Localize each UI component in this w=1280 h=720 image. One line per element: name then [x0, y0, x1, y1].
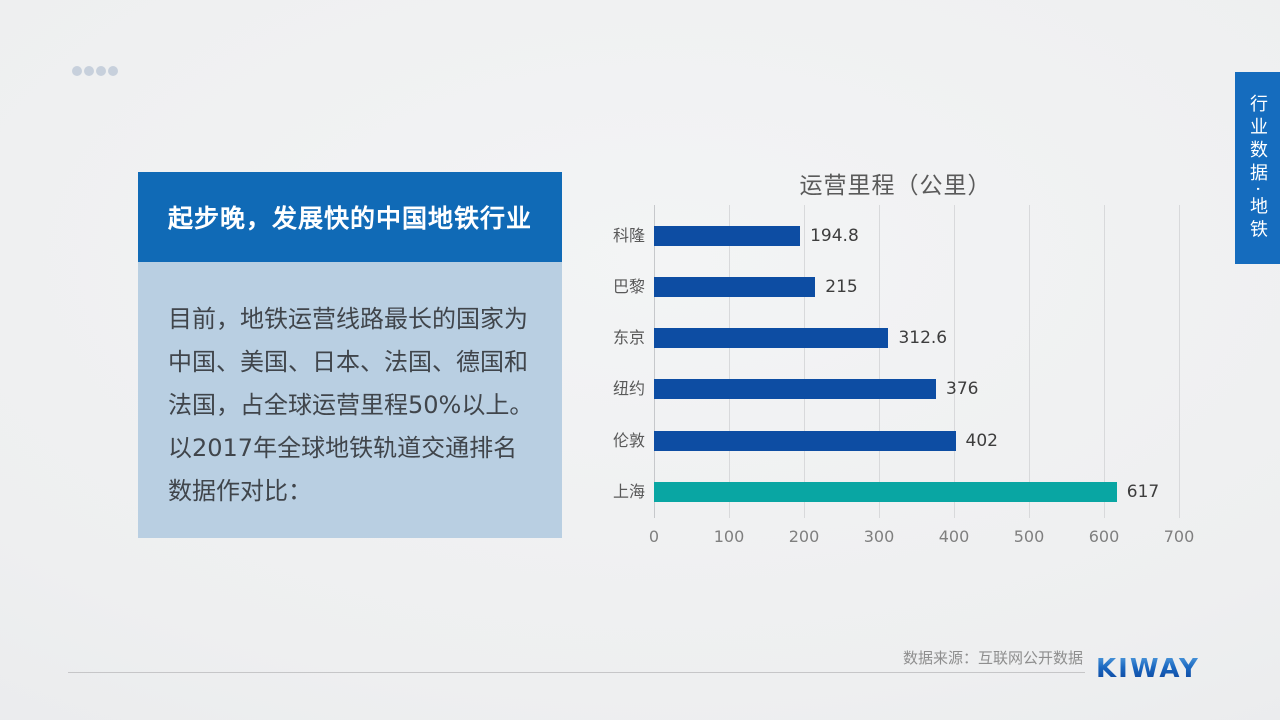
dot-icon: [108, 66, 118, 76]
intro-line: 法国，占全球运营里程50%以上。: [168, 391, 534, 419]
value-label: 312.6: [898, 328, 948, 349]
value-label: 402: [965, 430, 998, 451]
value-label: 376: [946, 379, 979, 400]
slide-dots-decoration: [72, 66, 118, 76]
side-tab-label: 行业数据·地铁: [1247, 93, 1268, 243]
bar-segment: [654, 225, 801, 246]
gridline: [729, 205, 730, 518]
x-axis-tick-label: 400: [938, 527, 970, 546]
category-label: 巴黎: [612, 276, 645, 296]
chart-bar-row: 上海 617: [613, 482, 1179, 502]
chart-title: 运营里程（公里）: [799, 173, 992, 199]
gridline: [1104, 205, 1105, 518]
gridline: [879, 205, 880, 518]
category-label: 上海: [612, 482, 645, 501]
x-axis-tick-label: 100: [713, 527, 745, 546]
gridline: [1029, 205, 1030, 518]
y-axis-line: [654, 205, 655, 518]
intro-line: 目前，地铁运营线路最长的国家为: [168, 305, 528, 333]
x-axis-tick-label: 200: [788, 527, 820, 546]
title-box: 起步晚，发展快的中国地铁行业: [138, 172, 562, 262]
x-axis-tick-label: 300: [863, 527, 895, 546]
chart-bar-row: 巴黎 215: [613, 276, 1179, 297]
category-label: 东京: [612, 328, 645, 348]
x-axis-tick-label: 0: [648, 527, 660, 546]
x-axis-tick-label: 500: [1013, 527, 1045, 546]
footer-divider: [68, 672, 1085, 673]
bar-segment: [654, 379, 936, 400]
gridline: [804, 205, 805, 518]
bar-segment: [654, 276, 816, 297]
chart-bar-row: 纽约 376: [613, 379, 1179, 400]
data-source-note: 数据来源：互联网公开数据: [902, 649, 1083, 667]
category-label: 伦敦: [612, 430, 645, 450]
chart-bar-row: 伦敦 402: [613, 430, 1179, 451]
side-tab: 行业数据·地铁: [1235, 72, 1280, 264]
gridline: [954, 205, 955, 518]
category-label: 纽约: [612, 379, 645, 399]
intro-line: 中国、美国、日本、法国、德国和: [168, 348, 528, 376]
bar-segment: [654, 328, 889, 349]
value-label: 215: [825, 276, 858, 297]
gridline: [1179, 205, 1180, 518]
kiway-logo: KIWAY: [1096, 654, 1200, 684]
bar-segment: [654, 430, 956, 451]
intro-text-box: 目前，地铁运营线路最长的国家为 中国、美国、日本、法国、德国和 法国，占全球运营…: [138, 262, 562, 538]
dot-icon: [84, 66, 94, 76]
slide-title: 起步晚，发展快的中国地铁行业: [167, 204, 532, 233]
value-label: 194.8: [810, 225, 859, 246]
dot-icon: [96, 66, 106, 76]
value-label: 617: [1126, 482, 1160, 502]
category-label: 科隆: [612, 225, 645, 245]
chart-plot-area: 0 100 200 300 400 500 600 700 科隆 194.8 巴黎 215 东京 312.…: [613, 205, 1194, 546]
x-axis-tick-label: 700: [1163, 527, 1195, 546]
x-axis-tick-label: 600: [1088, 527, 1120, 546]
chart-bar-row: 科隆 194.8: [613, 225, 1179, 246]
dot-icon: [72, 66, 82, 76]
chart-bar-row: 东京 312.6: [613, 328, 1179, 349]
intro-line: 数据作对比：: [168, 477, 312, 505]
bar-segment: [654, 482, 1117, 502]
intro-line: 以2017年全球地铁轨道交通排名: [168, 434, 518, 462]
